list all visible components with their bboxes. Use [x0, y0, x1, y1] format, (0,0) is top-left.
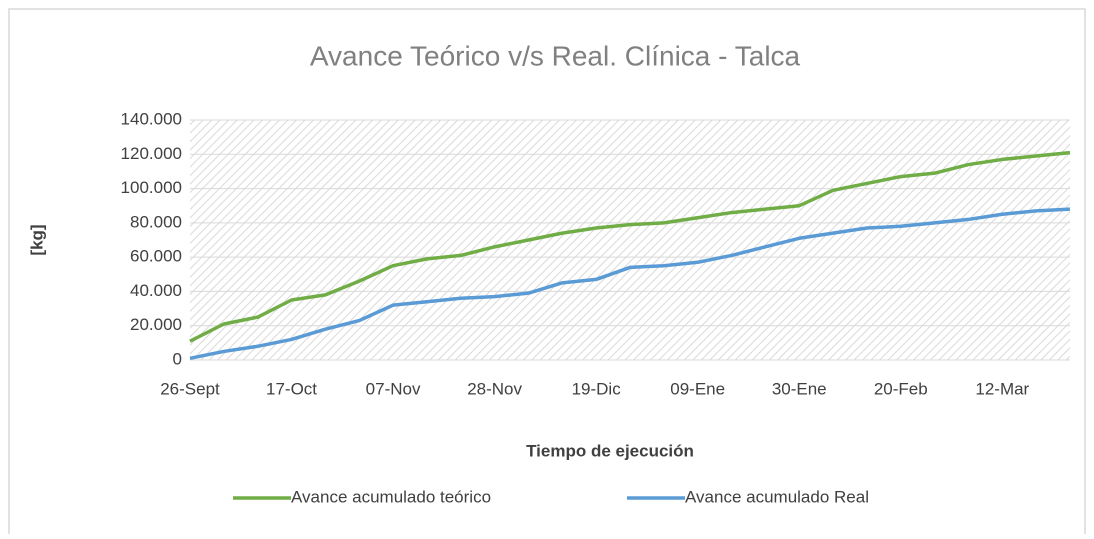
legend: Avance acumulado teórico Avance acumulado… [233, 487, 869, 506]
y-tick-label: 140.000 [121, 109, 182, 128]
y-axis-label: [kg] [27, 224, 46, 255]
x-tick-label: 26-Sept [160, 379, 220, 398]
y-tick-label: 100.000 [121, 178, 182, 197]
x-tick-label: 20-Feb [874, 379, 928, 398]
x-axis-label: Tiempo de ejecución [526, 441, 694, 460]
legend-label: Avance acumulado Real [685, 487, 869, 506]
x-tick-label: 19-Dic [572, 379, 622, 398]
chart-title: Avance Teórico v/s Real. Clínica - Talca [310, 40, 801, 71]
x-tick-label: 17-Oct [266, 379, 317, 398]
y-tick-label: 60.000 [130, 247, 182, 266]
plot-area [190, 120, 1070, 360]
x-tick-label: 12-Mar [975, 379, 1029, 398]
y-tick-label: 40.000 [130, 281, 182, 300]
y-tick-label: 80.000 [130, 212, 182, 231]
legend-label: Avance acumulado teórico [291, 487, 491, 506]
y-tick-label: 20.000 [130, 315, 182, 334]
x-tick-label: 30-Ene [772, 379, 827, 398]
x-tick-label: 28-Nov [467, 379, 522, 398]
y-tick-label: 120.000 [121, 144, 182, 163]
data-line [189, 150, 1071, 343]
y-tick-label: 0 [173, 349, 182, 368]
x-tick-label: 07-Nov [366, 379, 421, 398]
data-line [189, 207, 1071, 361]
x-tick-label: 09-Ene [670, 379, 725, 398]
